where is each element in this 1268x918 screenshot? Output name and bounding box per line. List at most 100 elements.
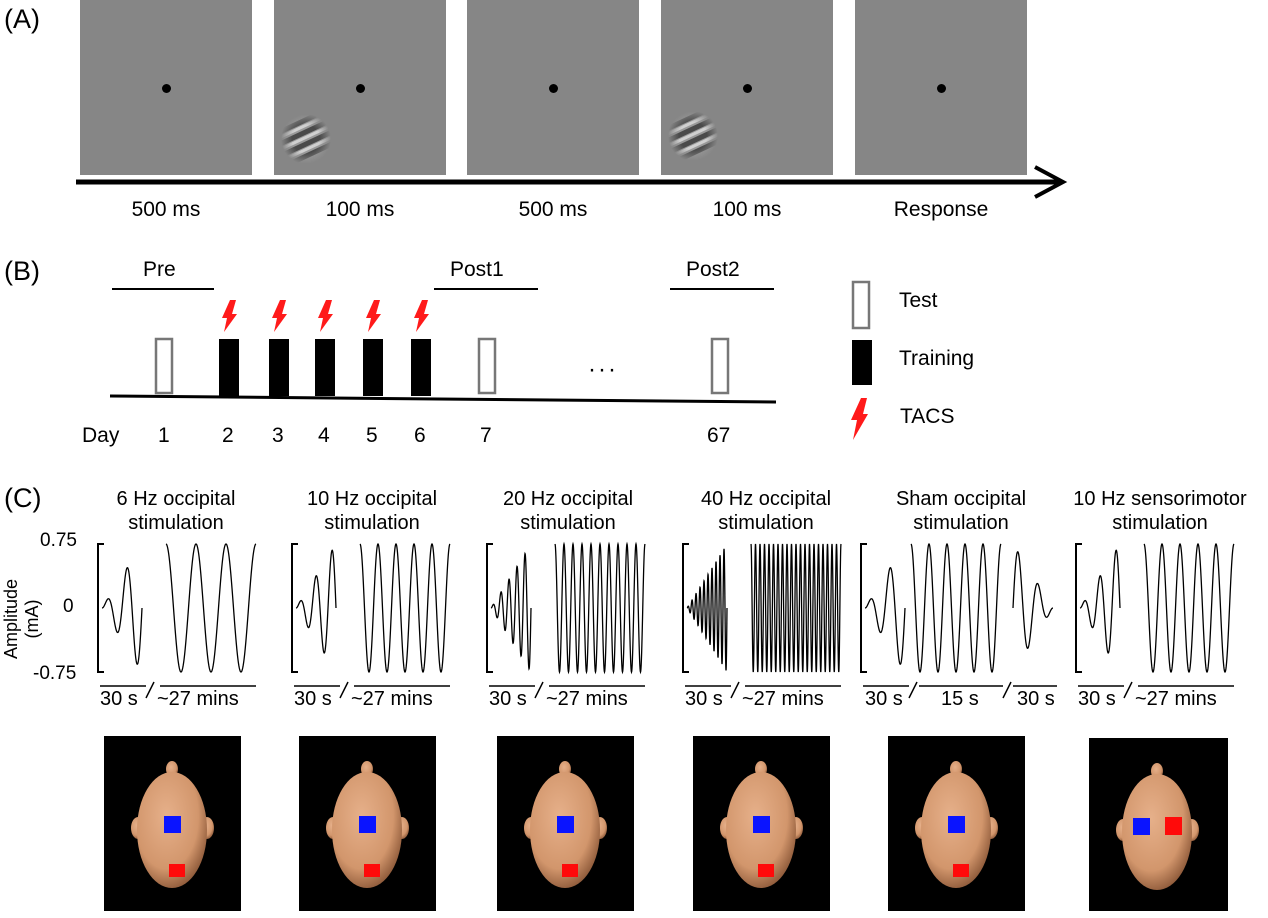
legend-symbols [851, 280, 872, 440]
ytick-top: 0.75 [40, 530, 77, 551]
condition-subtitle: stimulation [1112, 512, 1208, 534]
axis-break [339, 681, 349, 699]
panel-c-label: (C) [4, 483, 42, 513]
day-67: 67 [707, 424, 731, 447]
trial-sequence: 500 ms 100 ms 500 ms 100 ms Response [0, 0, 1268, 230]
ramp-up-waveform [295, 549, 337, 654]
waveform-plot [291, 543, 451, 699]
tacs-bolt [318, 300, 333, 332]
waveform-plot [486, 541, 646, 699]
waveform-plot [860, 543, 1057, 699]
trial-frame-5 [855, 0, 1027, 175]
segment-duration: 15 s [941, 688, 979, 710]
legend-training-icon [852, 340, 872, 385]
axis-break [1123, 681, 1133, 699]
tacs-bolt [366, 300, 381, 332]
timeline-diagram [109, 288, 777, 404]
condition-title: 6 Hz occipital [116, 488, 236, 510]
montage-head-image [693, 736, 830, 911]
waveform-plot [1075, 543, 1235, 699]
test-marker [710, 337, 730, 395]
axis-break [1002, 681, 1012, 699]
legend-training-label: Training [899, 347, 975, 370]
timeline-ellipsis: ··· [588, 356, 618, 383]
y-axis-label: Amplitude (mA) [1, 578, 42, 660]
condition-title: 10 Hz sensorimotor [1073, 488, 1247, 510]
head-icon [326, 761, 409, 888]
waveform-plot [97, 543, 257, 699]
segment-duration: 30 s [1017, 688, 1055, 710]
frame-duration-4: 100 ms [712, 198, 782, 221]
reference-electrode [948, 816, 965, 833]
montage-head-image [299, 736, 436, 911]
axis-break [908, 681, 918, 699]
axis-break [534, 681, 544, 699]
day-word: Day [82, 424, 120, 447]
trial-frame-4 [661, 0, 833, 175]
training-marker [219, 339, 239, 396]
stimulation-electrode [758, 864, 774, 877]
reference-electrode [164, 816, 181, 833]
segment-duration: 30 s [685, 688, 723, 710]
panel-a-label: (A) [4, 4, 40, 34]
reference-electrode [359, 816, 376, 833]
fixation-dot [162, 84, 171, 93]
stimulation-electrode [169, 864, 185, 877]
segment-duration: ~27 mins [157, 688, 239, 710]
waveform-plot [682, 543, 842, 699]
axis-break [730, 681, 740, 699]
montage-head-image [104, 736, 241, 911]
amplitude-bracket [486, 543, 493, 673]
legend-test-label: Test [899, 289, 938, 312]
reference-electrode [1133, 818, 1150, 835]
stimulation-waveform [554, 541, 646, 675]
fixation-dot [743, 84, 752, 93]
stimulation-waveform [750, 543, 842, 673]
segment-duration: 30 s [294, 688, 332, 710]
frame-duration-5: Response [893, 198, 989, 221]
post2-label: Post2 [686, 258, 740, 281]
ramp-up-waveform [1079, 549, 1121, 654]
condition-subtitle: stimulation [520, 512, 616, 534]
frame-duration-1: 500 ms [131, 198, 201, 221]
segment-duration: ~27 mins [1135, 688, 1217, 710]
stimulation-electrode [1165, 817, 1182, 835]
amplitude-bracket [291, 543, 298, 673]
stimulation-electrode [562, 864, 578, 877]
trial-frame-1 [80, 0, 252, 175]
segment-duration: ~27 mins [546, 688, 628, 710]
training-marker [315, 339, 335, 396]
head-icon [720, 761, 803, 888]
trial-frame-3 [467, 0, 639, 175]
amplitude-bracket [860, 543, 867, 673]
fixation-dot [356, 84, 365, 93]
trial-frame-2 [274, 0, 446, 175]
head-icon [1116, 763, 1199, 890]
head-icon [131, 761, 214, 888]
ytick-bottom: -0.75 [33, 663, 77, 684]
condition-subtitle: stimulation [324, 512, 420, 534]
reference-electrode [753, 816, 770, 833]
stimulation-waveform [165, 543, 257, 673]
montage-head-image [497, 736, 634, 911]
segment-duration: 30 s [489, 688, 527, 710]
gabor-stimulus [280, 113, 332, 165]
segment-duration: ~27 mins [351, 688, 433, 710]
day-2: 2 [222, 424, 234, 447]
segment-duration: 30 s [1078, 688, 1116, 710]
condition-subtitle: stimulation [718, 512, 814, 534]
test-marker [477, 337, 497, 395]
training-marker [269, 339, 289, 396]
day-5: 5 [366, 424, 378, 447]
axis-break [145, 681, 155, 699]
montage-head-image [1089, 738, 1228, 911]
segment-duration: 30 s [100, 688, 138, 710]
amplitude-bracket [1075, 543, 1082, 673]
segment-duration: 30 s [865, 688, 903, 710]
test-marker [154, 337, 174, 395]
day-6: 6 [414, 424, 426, 447]
ramp-down-waveform [1012, 551, 1054, 650]
condition-subtitle: stimulation [913, 512, 1009, 534]
legend-tacs-icon [851, 398, 868, 440]
pre-label: Pre [143, 258, 176, 281]
